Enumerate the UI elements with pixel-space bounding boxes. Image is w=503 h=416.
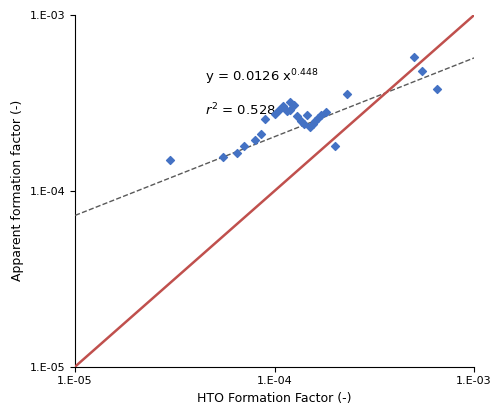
Point	[297, 118, 305, 124]
X-axis label: HTO Formation Factor (-): HTO Formation Factor (-)	[197, 392, 352, 405]
Point	[275, 106, 283, 113]
Point	[166, 156, 175, 163]
Point	[252, 136, 260, 143]
Point	[433, 86, 441, 92]
Point	[316, 112, 324, 119]
Point	[283, 108, 291, 114]
Point	[279, 102, 287, 109]
Point	[343, 91, 351, 97]
Point	[306, 124, 314, 131]
Point	[330, 143, 339, 149]
Point	[300, 121, 308, 127]
Point	[418, 68, 427, 74]
Point	[240, 143, 248, 149]
Point	[262, 116, 270, 123]
Point	[308, 121, 316, 127]
Point	[321, 109, 329, 116]
Point	[219, 154, 227, 161]
Point	[286, 106, 294, 113]
Point	[286, 99, 294, 105]
Point	[410, 53, 418, 60]
Point	[290, 101, 298, 108]
Point	[233, 149, 241, 156]
Text: $r^2$ = 0.528: $r^2$ = 0.528	[205, 102, 276, 118]
Point	[314, 114, 322, 121]
Point	[303, 112, 311, 119]
Text: y = 0.0126 x$^{0.448}$: y = 0.0126 x$^{0.448}$	[205, 67, 319, 87]
Point	[257, 131, 265, 138]
Y-axis label: Apparent formation factor (-): Apparent formation factor (-)	[11, 100, 24, 282]
Point	[293, 113, 301, 120]
Point	[271, 110, 279, 117]
Point	[311, 118, 319, 124]
